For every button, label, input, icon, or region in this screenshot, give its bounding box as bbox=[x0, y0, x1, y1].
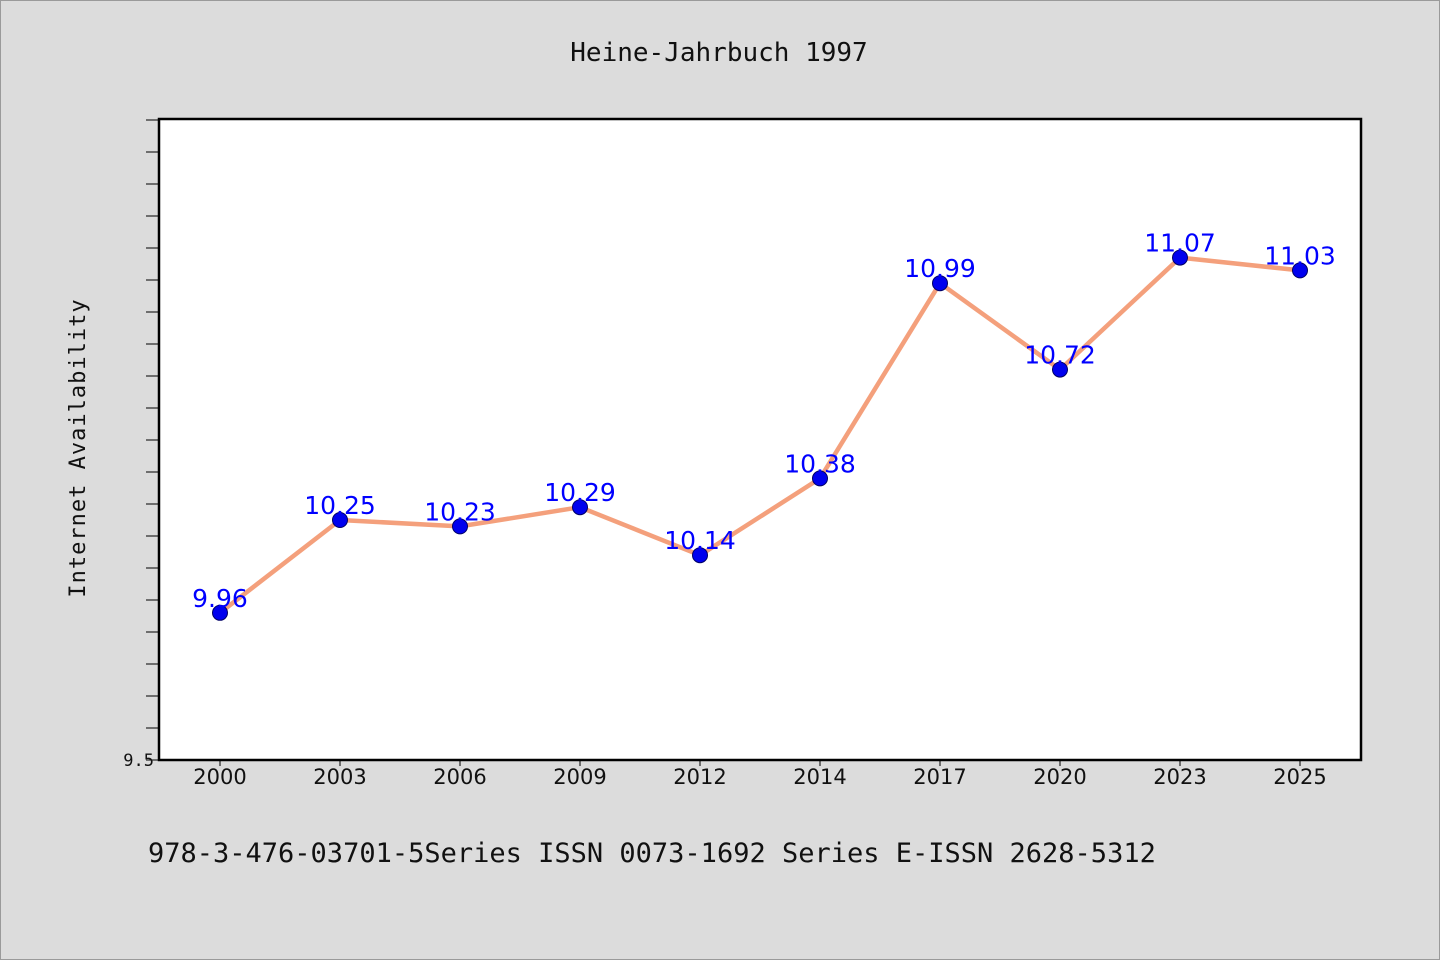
x-tick-label: 2020 bbox=[1033, 765, 1086, 789]
data-point bbox=[1292, 262, 1308, 279]
x-tick-label: 2000 bbox=[193, 765, 246, 789]
series-line bbox=[218, 255, 1301, 615]
y-tick-label: 9.5 bbox=[123, 751, 154, 771]
x-tick-label: 2023 bbox=[1153, 765, 1206, 789]
data-point bbox=[572, 499, 588, 516]
y-axis-label: Internet Availability bbox=[66, 298, 91, 597]
data-point bbox=[692, 547, 708, 564]
data-label: 10.25 bbox=[304, 491, 376, 520]
x-tick-label: 2003 bbox=[313, 765, 366, 789]
data-label: 9.96 bbox=[192, 584, 248, 613]
data-point bbox=[212, 604, 228, 621]
data-label: 11.07 bbox=[1144, 229, 1216, 258]
data-point bbox=[452, 518, 468, 535]
data-point bbox=[1052, 361, 1068, 378]
footer-isbn-issn: 978-3-476-03701-5Series ISSN 0073-1692 S… bbox=[148, 838, 1156, 869]
data-label: 10.72 bbox=[1024, 341, 1096, 370]
data-point bbox=[812, 470, 828, 487]
series-layer: 9.96 10.25 10.23 10.29 10.14 10.38 10.99 10.72 1… bbox=[192, 229, 1336, 621]
plot-area bbox=[157, 117, 1363, 762]
y-axis-ticks: 9.5 bbox=[123, 119, 159, 771]
data-point bbox=[932, 275, 948, 292]
data-point bbox=[332, 512, 348, 528]
data-label: 11.03 bbox=[1264, 241, 1336, 270]
x-tick-label: 2012 bbox=[673, 765, 726, 789]
x-tick-label: 2017 bbox=[913, 765, 966, 789]
x-axis-ticks: 2000 2003 2006 2009 2012 2014 2017 2020 2023 2025 bbox=[193, 760, 1327, 789]
x-tick-label: 2014 bbox=[793, 765, 846, 789]
data-label: 10.14 bbox=[664, 526, 736, 555]
data-label: 10.38 bbox=[784, 449, 856, 478]
chart-title: Heine-Jahrbuch 1997 bbox=[570, 38, 867, 68]
x-tick-label: 2025 bbox=[1273, 765, 1326, 789]
data-label: 10.23 bbox=[424, 497, 496, 526]
x-tick-label: 2006 bbox=[433, 765, 486, 789]
data-point bbox=[1172, 249, 1188, 266]
x-tick-label: 2009 bbox=[553, 765, 606, 789]
data-label: 10.99 bbox=[904, 254, 976, 283]
data-label: 10.29 bbox=[544, 478, 616, 507]
